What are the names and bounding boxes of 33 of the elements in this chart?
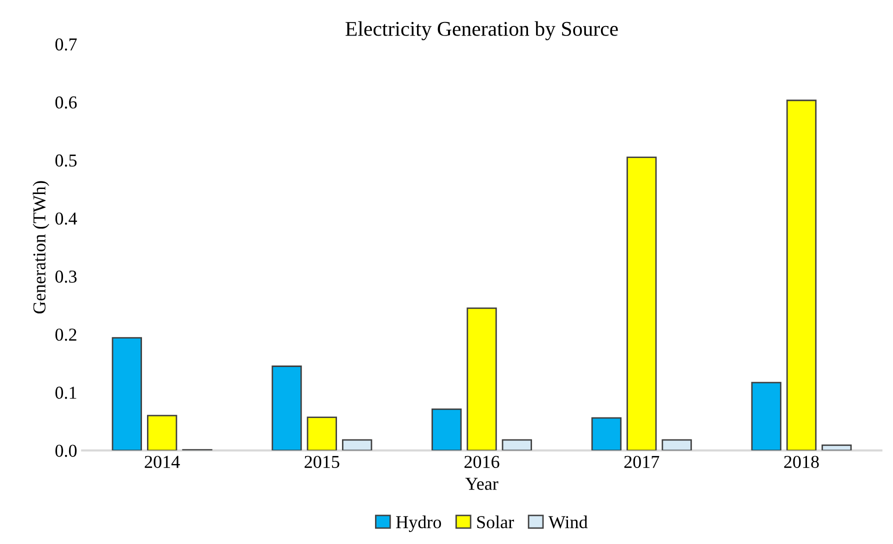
bar: [751, 382, 782, 450]
bar: [466, 308, 497, 450]
x-tick-label: 2018: [784, 456, 819, 468]
x-tick-label: 2017: [624, 456, 660, 468]
bar: [822, 444, 852, 450]
x-tick-label: 2016: [464, 456, 500, 468]
y-tick-label: 0.4: [55, 212, 78, 225]
legend-label: Hydro: [396, 516, 442, 532]
y-tick-label: 0.6: [55, 96, 77, 109]
x-axis-title: Year: [465, 478, 498, 490]
bar: [502, 439, 532, 450]
bar: [591, 417, 622, 450]
bar: [342, 439, 372, 450]
bar: [112, 337, 142, 450]
legend-label: Solar: [477, 516, 514, 528]
y-axis-title: Generation (TWh): [32, 181, 50, 314]
x-tick-label: 2014: [144, 456, 180, 468]
bar: [662, 439, 692, 450]
bar: [272, 366, 302, 450]
y-tick-label: 0.1: [55, 386, 76, 399]
y-tick-label: 0.3: [55, 270, 77, 283]
legend-label: Wind: [548, 516, 588, 528]
y-tick-label: 0.2: [55, 328, 76, 341]
x-tick-label: 2015: [304, 456, 340, 468]
y-tick-label: 0.0: [55, 444, 77, 457]
chart-title: Electricity Generation by Source: [346, 21, 618, 40]
bar: [626, 156, 657, 450]
bar: [147, 414, 178, 450]
y-tick-label: 0.5: [55, 154, 77, 167]
bar: [306, 416, 338, 450]
bar: [786, 100, 817, 450]
y-tick-label: 0.7: [55, 38, 77, 51]
bar: [432, 408, 462, 450]
